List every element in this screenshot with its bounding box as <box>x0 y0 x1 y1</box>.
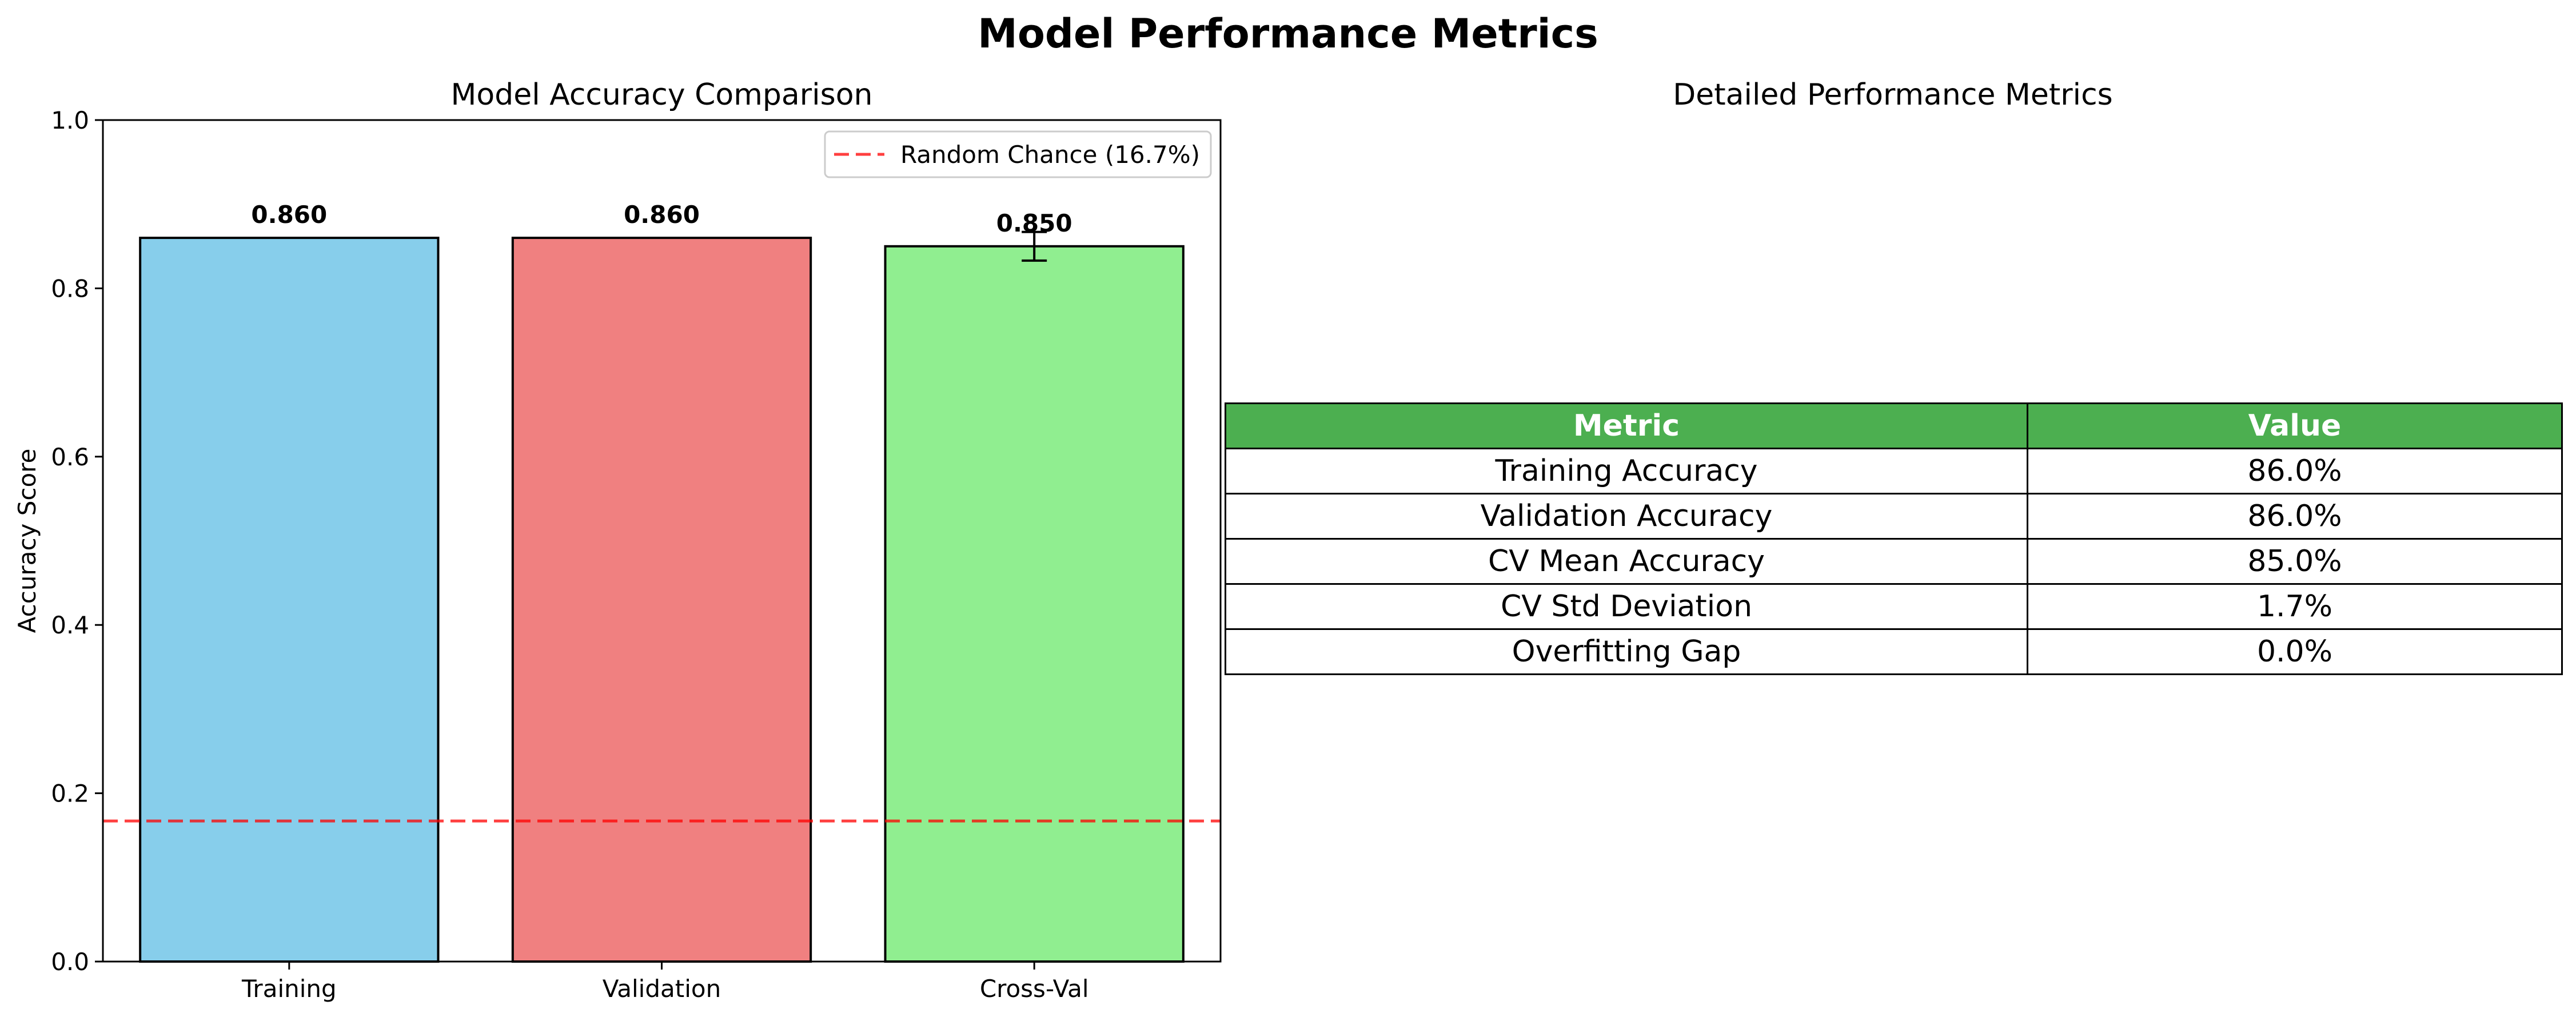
metric-value-cell: 86.0% <box>2027 448 2563 494</box>
bar-value-label: 0.860 <box>251 201 327 229</box>
bar-cross-val <box>884 245 1185 963</box>
x-tick-label: Training <box>241 975 337 1003</box>
y-tick-label: 0.0 <box>51 948 89 976</box>
metric-name-cell: Overfitting Gap <box>1225 628 2028 675</box>
plot-frame <box>102 119 1222 963</box>
table-row: CV Mean Accuracy 85.0% <box>1225 538 2563 585</box>
table-title: Detailed Performance Metrics <box>1673 78 2113 112</box>
y-tick-label: 0.8 <box>51 274 89 302</box>
metric-name-cell: Validation Accuracy <box>1225 493 2028 540</box>
bar-value-label: 0.850 <box>996 209 1072 237</box>
metric-name-cell: CV Std Deviation <box>1225 583 2028 630</box>
metric-value-cell: 1.7% <box>2027 583 2563 630</box>
column-header-value: Value <box>2027 402 2563 449</box>
chart-legend: Random Chance (16.7%) <box>824 130 1212 178</box>
y-tick-label: 1.0 <box>51 106 89 134</box>
table-row: Validation Accuracy 86.0% <box>1225 493 2563 540</box>
plot-area: 0.860 0.860 0.850 <box>103 201 1221 963</box>
table-row: Training Accuracy 86.0% <box>1225 448 2563 494</box>
column-header-metric: Metric <box>1225 402 2028 449</box>
y-tick-label: 0.2 <box>51 780 89 808</box>
bar-chart-title: Model Accuracy Comparison <box>450 78 873 112</box>
table-row: Overfitting Gap 0.0% <box>1225 628 2563 675</box>
y-tick-label: 0.4 <box>51 611 89 639</box>
metric-value-cell: 0.0% <box>2027 628 2563 675</box>
legend-label: Random Chance (16.7%) <box>900 141 1200 169</box>
x-tick-label: Validation <box>603 975 721 1003</box>
bar-validation <box>511 237 812 963</box>
y-axis-label: Accuracy Score <box>13 449 41 633</box>
table-header-row: Metric Value <box>1225 402 2563 449</box>
x-tick-label: Cross-Val <box>980 975 1089 1003</box>
y-tick-label: 0.6 <box>51 443 89 471</box>
bar-value-label: 0.860 <box>624 201 700 229</box>
bar-training <box>139 237 440 963</box>
metrics-table: Metric Value Training Accuracy 86.0% Val… <box>1225 402 2563 675</box>
metric-value-cell: 85.0% <box>2027 538 2563 585</box>
legend-box <box>824 130 1212 178</box>
table-row: CV Std Deviation 1.7% <box>1225 583 2563 630</box>
metric-value-cell: 86.0% <box>2027 493 2563 540</box>
figure-title: Model Performance Metrics <box>978 10 1598 57</box>
axes: Training Validation Cross-Val 0.0 0.2 0.4 0.6 0… <box>13 106 1222 1003</box>
metric-name-cell: Training Accuracy <box>1225 448 2028 494</box>
metric-name-cell: CV Mean Accuracy <box>1225 538 2028 585</box>
